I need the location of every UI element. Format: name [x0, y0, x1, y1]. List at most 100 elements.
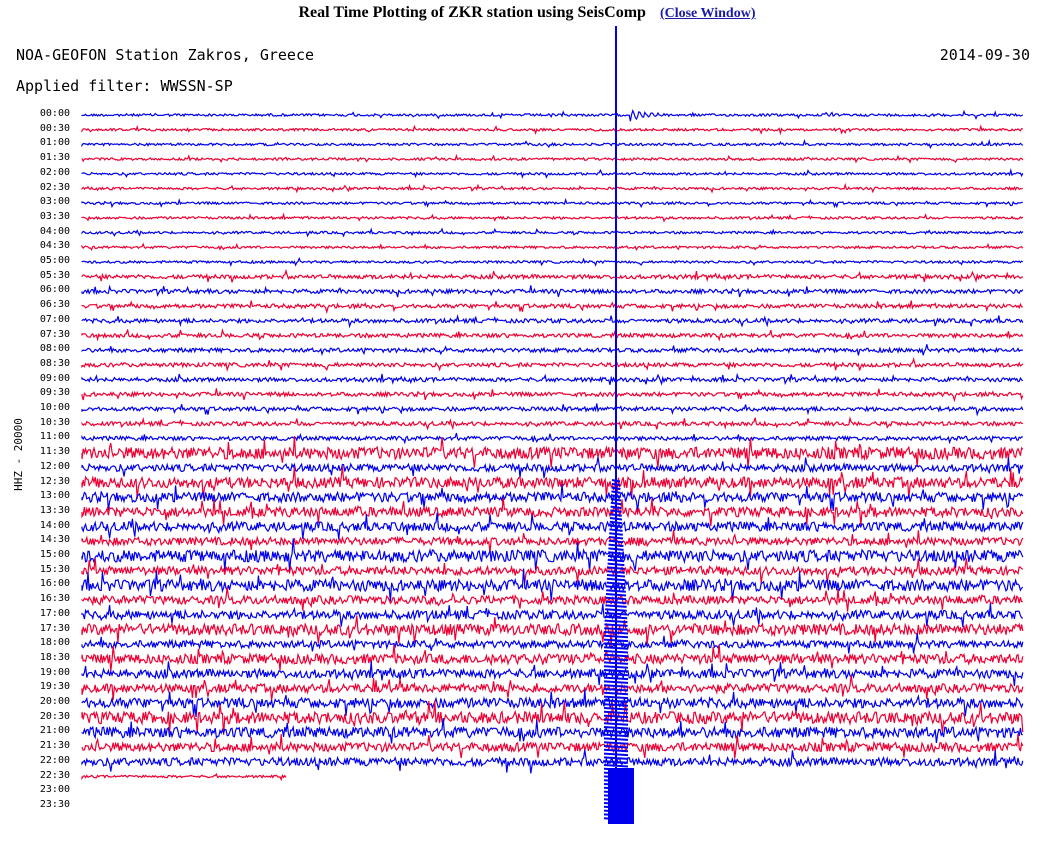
time-label: 11:00: [39, 431, 70, 443]
filter-label: Applied filter: WWSSN-SP: [16, 77, 233, 95]
trace-line: [81, 718, 1023, 744]
page-header: Real Time Plotting of ZKR station using …: [0, 4, 1054, 22]
trace-line: [81, 153, 1024, 164]
trace-line: [81, 109, 1024, 122]
trace-line: [81, 512, 1024, 540]
trace-line: [81, 603, 1024, 627]
trace-line: [81, 538, 1024, 572]
time-label: 03:00: [39, 196, 70, 208]
trace-line: [81, 242, 1024, 252]
trace-line: [81, 587, 1023, 612]
trace-line: [81, 772, 287, 782]
trace-line: [81, 356, 1024, 372]
close-window-link[interactable]: (Close Window): [659, 6, 756, 21]
trace-line: [81, 689, 1024, 718]
time-label: 09:30: [39, 387, 70, 399]
time-label: 06:00: [39, 284, 70, 296]
earthquake-saturation-block: [608, 768, 634, 824]
trace-line: [81, 435, 1024, 468]
time-label: 19:00: [39, 666, 70, 678]
time-label: 12:30: [39, 475, 70, 487]
trace-line: [81, 212, 1024, 223]
trace-line: [81, 416, 1023, 431]
trace-line: [81, 529, 1024, 553]
time-label: 17:30: [39, 622, 70, 634]
time-label: 07:00: [39, 313, 70, 325]
page-title: Real Time Plotting of ZKR station using …: [298, 4, 646, 21]
time-label: 06:30: [39, 299, 70, 311]
time-label: 00:00: [39, 108, 70, 119]
time-label: 15:30: [39, 563, 70, 575]
time-label: 13:00: [39, 490, 70, 502]
time-label: 20:00: [39, 696, 70, 707]
trace-line: [81, 256, 1024, 267]
trace-line: [81, 615, 1024, 647]
trace-line: [81, 138, 1024, 150]
trace-line: [81, 497, 1024, 527]
trace-line: [81, 124, 1023, 136]
time-label: 10:00: [39, 402, 70, 413]
time-label: 13:30: [39, 504, 70, 516]
time-label: 21:30: [39, 740, 70, 752]
trace-line: [81, 675, 1024, 701]
time-label: 16:00: [39, 578, 70, 590]
time-label: 08:30: [39, 357, 70, 369]
trace-line: [81, 182, 1023, 194]
trace-line: [81, 661, 1024, 687]
time-label: 12:00: [39, 460, 70, 472]
trace-line: [81, 168, 1024, 179]
time-label: 01:00: [39, 137, 70, 149]
trace-line: [81, 197, 1023, 209]
time-label: 09:00: [39, 372, 70, 384]
time-label: 11:30: [39, 446, 70, 458]
date-label: 2014-09-30: [939, 46, 1030, 64]
trace-line: [81, 284, 1024, 298]
time-label: 08:00: [39, 343, 70, 355]
trace-line: [81, 388, 1024, 403]
trace-line: [81, 700, 1024, 735]
trace-line: [81, 268, 1023, 283]
time-label: 17:00: [39, 607, 70, 619]
time-label: 01:30: [39, 152, 70, 164]
time-label: 14:30: [39, 534, 70, 546]
time-label: 05:00: [39, 255, 70, 266]
station-name: NOA-GEOFON Station Zakros, Greece: [16, 46, 315, 64]
time-label: 02:30: [39, 181, 70, 193]
time-label: 02:00: [39, 166, 70, 178]
time-label: 14:00: [39, 519, 70, 531]
time-label: 00:30: [39, 122, 70, 134]
trace-line: [81, 456, 1024, 479]
trace-line: [81, 432, 1023, 445]
time-label: 23:00: [39, 784, 70, 796]
trace-line: [81, 300, 1023, 315]
time-label: 19:30: [39, 681, 70, 693]
trace-line: [81, 558, 1024, 584]
time-label: 10:30: [39, 416, 70, 428]
trace-line: [81, 633, 1024, 654]
time-label: 03:30: [39, 210, 70, 222]
time-label: 15:00: [39, 549, 70, 560]
trace-line: [81, 344, 1024, 357]
trace-line: [81, 372, 1024, 386]
trace-line: [81, 749, 1024, 774]
trace-line: [81, 327, 1024, 342]
time-label: 22:30: [39, 769, 70, 781]
time-label: 22:00: [39, 754, 70, 766]
time-label: 07:30: [39, 328, 70, 340]
trace-line: [81, 227, 1024, 238]
time-label: 18:30: [39, 651, 70, 663]
time-label: 18:00: [39, 637, 70, 649]
trace-line: [81, 733, 1024, 759]
time-label: 20:30: [39, 710, 70, 722]
time-label: 04:30: [39, 240, 70, 252]
time-label: 23:30: [39, 798, 70, 810]
trace-line: [81, 403, 1024, 417]
trace-line: [81, 568, 1024, 602]
trace-line: [81, 314, 1024, 329]
trace-line: [81, 484, 1024, 512]
trace-line: [81, 644, 1024, 672]
time-label: 04:00: [39, 225, 70, 237]
time-label: 16:30: [39, 593, 70, 605]
time-label: 21:00: [39, 725, 70, 737]
time-label: 05:30: [39, 269, 70, 281]
